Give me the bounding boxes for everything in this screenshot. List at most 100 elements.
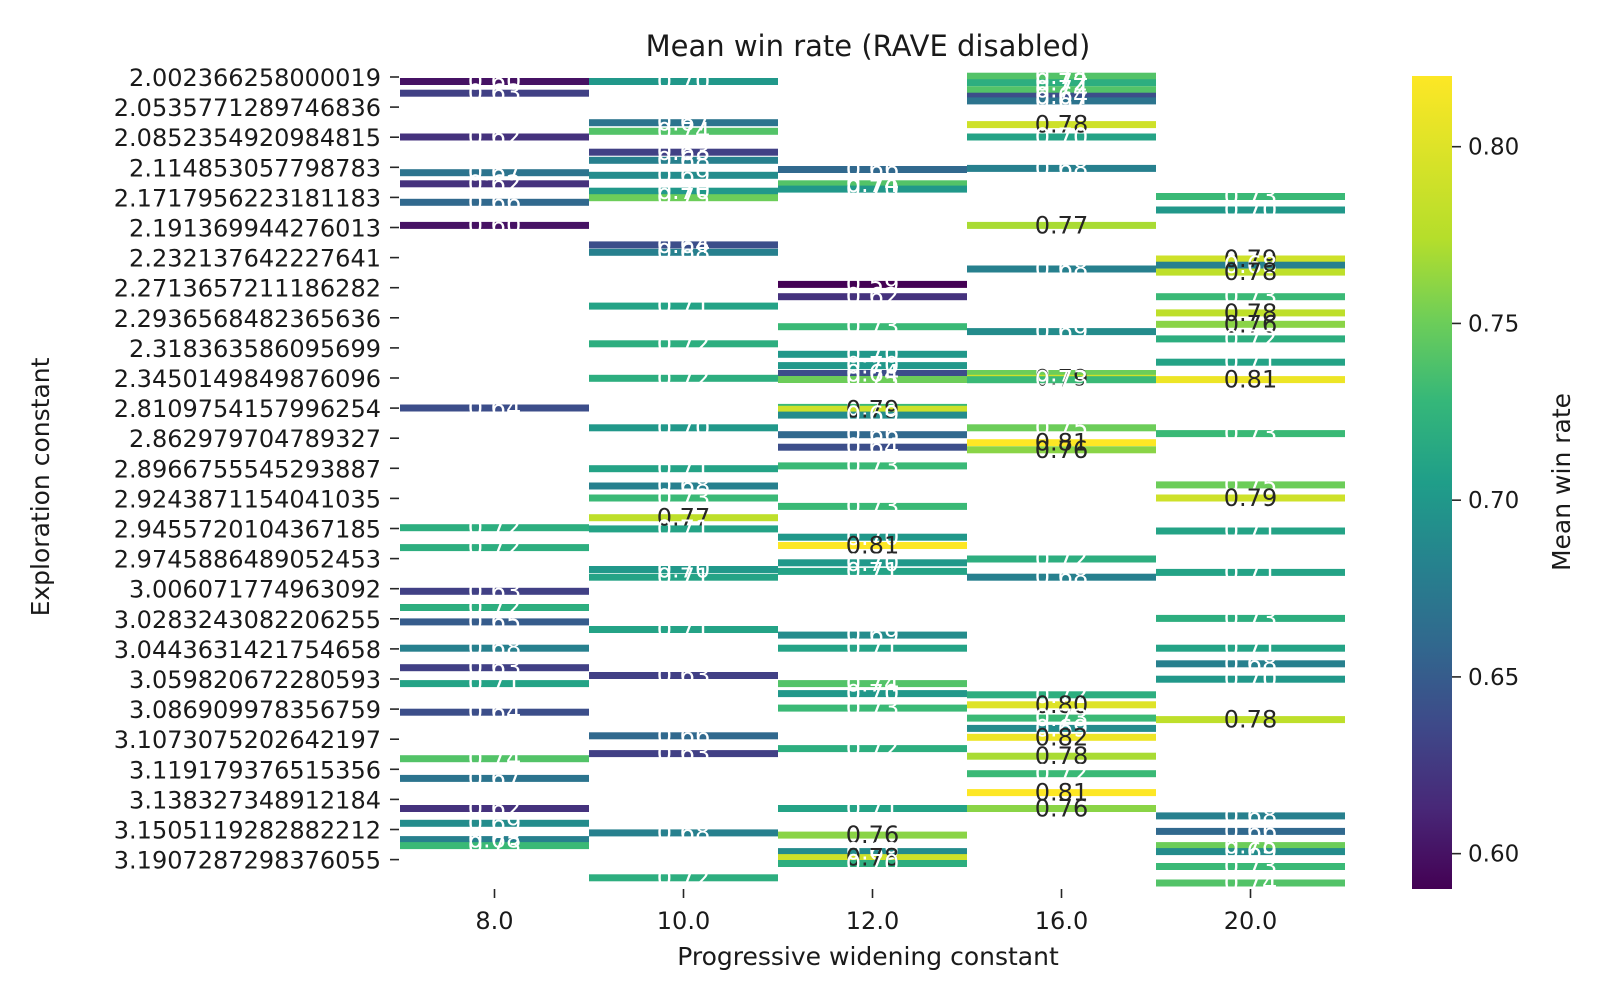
heatmap-cell — [778, 411, 967, 419]
heatmap-cell — [778, 431, 967, 439]
heatmap-cell-label: 0.70 — [846, 175, 899, 203]
heatmap-cell — [400, 664, 589, 672]
heatmap-cell-label: 0.69 — [468, 809, 521, 837]
heatmap-cell-label: 0.70 — [1224, 196, 1277, 224]
heatmap-cell-label: 0.74 — [846, 170, 899, 198]
colorbar — [1412, 76, 1452, 889]
heatmap-cell-label: 0.68 — [468, 634, 521, 662]
heatmap-cell-label: 0.68 — [1035, 154, 1088, 182]
heatmap-cell — [589, 187, 778, 195]
heatmap-cell-label: 0.68 — [1224, 650, 1277, 678]
y-tick-label: 2.2936568482365636 — [114, 305, 381, 333]
heatmap-cell — [778, 854, 967, 862]
heatmap-cell-label: 0.72 — [657, 364, 710, 392]
heatmap-cell-label: 0.70 — [657, 556, 710, 584]
heatmap-cell-label: 0.67 — [1035, 87, 1088, 115]
heatmap-cell-label: 0.64 — [846, 360, 899, 388]
heatmap-cell-label: 0.74 — [468, 745, 521, 773]
heatmap-cell — [589, 374, 778, 382]
heatmap-cell-label: 0.81 — [1035, 779, 1088, 807]
heatmap-cell-label: 0.70 — [846, 850, 899, 878]
heatmap-cell-label: 0.68 — [1035, 255, 1088, 283]
heatmap-cell-label: 0.63 — [657, 740, 710, 768]
y-tick-label: 2.002366258000019 — [129, 64, 381, 92]
heatmap-cell — [967, 573, 1156, 581]
heatmap-cell — [967, 164, 1156, 172]
heatmap-cell-label: 0.67 — [468, 159, 521, 187]
y-tick-label: 3.059820672280593 — [129, 666, 381, 694]
heatmap-cell-label: 0.72 — [1035, 760, 1088, 788]
heatmap-cell-label: 0.73 — [1224, 420, 1277, 448]
heatmap-cell — [400, 805, 589, 812]
heatmap-cell-label: 0.63 — [468, 79, 521, 107]
heatmap-cell-label: 0.71 — [846, 557, 899, 585]
heatmap-cell-label: 0.69 — [1224, 838, 1277, 866]
heatmap-cell-label: 0.62 — [468, 123, 521, 151]
heatmap-cell — [967, 92, 1156, 100]
heatmap-cell — [967, 424, 1156, 432]
heatmap-cell — [778, 745, 967, 753]
heatmap-cell-label: 0.73 — [846, 694, 899, 722]
heatmap-cell-label: 0.81 — [846, 532, 899, 560]
heatmap-cell-label: 0.68 — [1035, 563, 1088, 591]
heatmap-cell — [967, 733, 1156, 741]
heatmap-cell — [589, 302, 778, 310]
heatmap-cell — [589, 241, 778, 249]
heatmap-cell — [778, 831, 967, 839]
y-axis-ticks: 2.0023662580000192.05357712897468362.085… — [114, 64, 399, 875]
heatmap-cell — [967, 133, 1156, 141]
heatmap-cell-label: 0.70 — [846, 352, 899, 380]
heatmap-cell-label: 0.72 — [846, 735, 899, 763]
heatmap-cell-label: 0.72 — [468, 594, 521, 622]
heatmap-cell — [589, 156, 778, 164]
heatmap-cell-label: 0.70 — [1224, 665, 1277, 693]
y-tick-label: 3.1505119282882212 — [114, 817, 381, 845]
heatmap-cell-label: 0.68 — [657, 238, 710, 266]
y-tick-label: 2.862979704789327 — [129, 425, 381, 453]
heatmap-cell — [589, 573, 778, 581]
heatmap-cell-label: 0.70 — [657, 414, 710, 442]
heatmap-cell-label: 0.63 — [468, 577, 521, 605]
heatmap-cell-label: 0.68 — [657, 146, 710, 174]
heatmap-cell — [967, 752, 1156, 760]
heatmap-cell — [778, 376, 967, 383]
heatmap-cell-label: 0.80 — [1035, 691, 1088, 719]
heatmap-cell-label: 0.71 — [657, 515, 710, 543]
heatmap-cell — [589, 732, 778, 740]
heatmap-cell — [967, 555, 1156, 563]
heatmap-cell-label: 0.71 — [1224, 634, 1277, 662]
heatmap-cell — [778, 860, 967, 867]
heatmap-cell — [1156, 848, 1345, 856]
heatmap-cell-label: 0.71 — [846, 634, 899, 662]
heatmap-cell — [778, 559, 967, 567]
heatmap-cell — [400, 842, 589, 850]
colorbar-ticks: 0.60 0.65 0.70 0.75 0.80 — [1452, 135, 1519, 868]
heatmap-cell-label: 0.81 — [1035, 429, 1088, 457]
heatmap-cell — [778, 462, 967, 470]
x-axis-ticks: 8.0 10.0 12.0 16.0 20.0 — [475, 889, 1277, 935]
y-tick-label: 3.086909978356759 — [129, 696, 381, 724]
colorbar-tick-label: 0.65 — [1468, 665, 1519, 691]
heatmap-cell — [778, 180, 967, 188]
heatmap-cell — [1156, 255, 1345, 263]
heatmap-cell — [778, 644, 967, 652]
heatmap-cell — [400, 221, 589, 229]
heatmap-cell-label: 0.71 — [1224, 517, 1277, 545]
heatmap-cell — [967, 370, 1156, 377]
heatmap-cell — [400, 133, 589, 141]
heatmap-cell — [400, 78, 589, 85]
y-tick-label: 2.9243871154041035 — [114, 485, 381, 513]
heatmap-cell — [967, 439, 1156, 447]
heatmap-cell — [1156, 812, 1345, 820]
y-tick-label: 2.2713657211186282 — [114, 275, 381, 303]
heatmap-cell — [589, 672, 778, 679]
colorbar-tick-label: 0.75 — [1468, 311, 1519, 337]
heatmap-cell — [967, 805, 1156, 812]
heatmap-cell — [778, 166, 967, 173]
heatmap-cell-label: 0.67 — [657, 109, 710, 137]
heatmap-cell-label: 0.71 — [657, 563, 710, 591]
heatmap-cell — [589, 248, 778, 256]
heatmap-cell — [1156, 675, 1345, 683]
y-tick-label: 3.0443631421754658 — [114, 636, 381, 664]
